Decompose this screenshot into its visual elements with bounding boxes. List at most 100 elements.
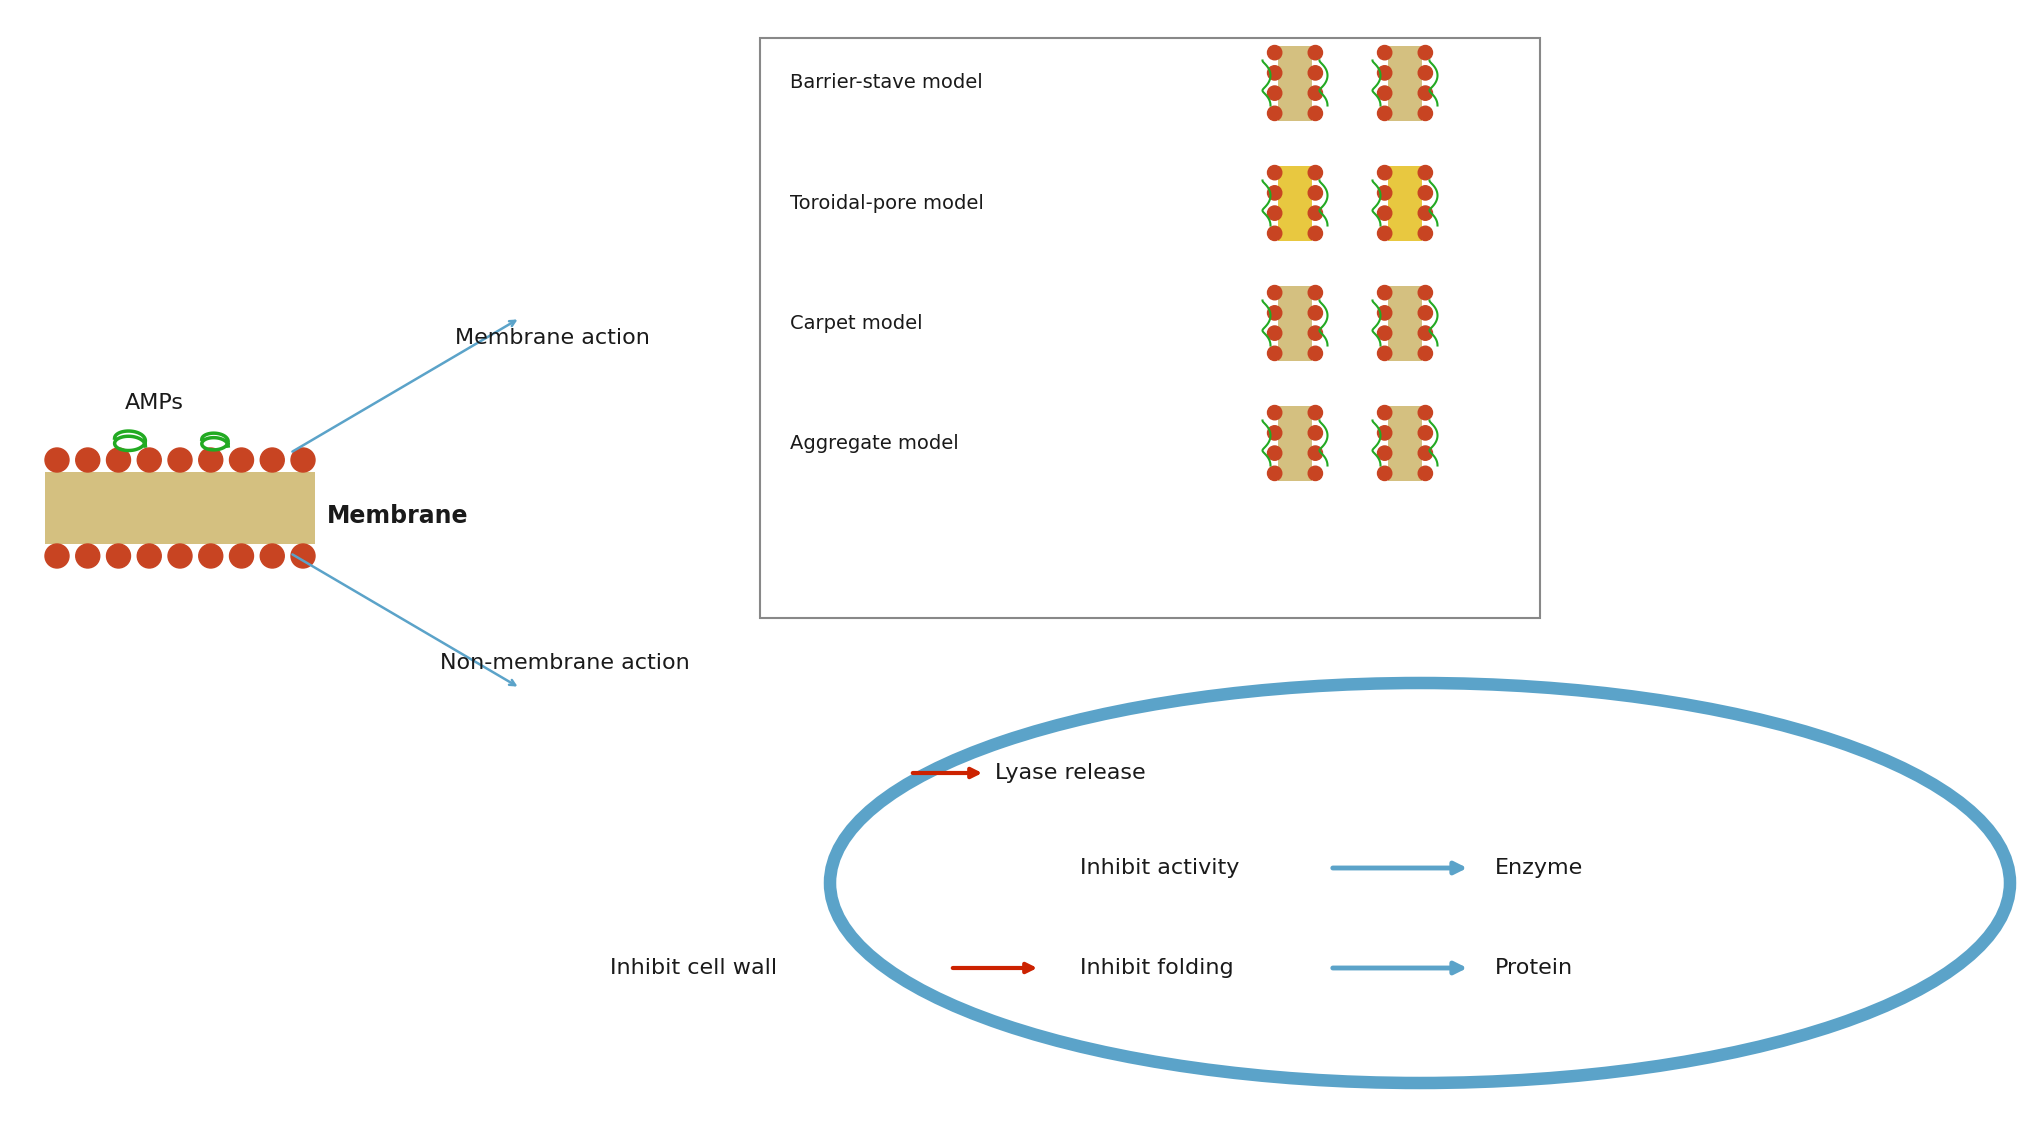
Circle shape — [1309, 346, 1323, 361]
FancyBboxPatch shape — [1278, 46, 1313, 121]
Circle shape — [1378, 426, 1392, 440]
Circle shape — [1268, 426, 1282, 440]
Circle shape — [1309, 106, 1323, 121]
Circle shape — [1268, 206, 1282, 221]
Text: Inhibit cell wall: Inhibit cell wall — [610, 958, 776, 978]
Circle shape — [1309, 86, 1323, 100]
Circle shape — [169, 448, 191, 472]
Circle shape — [1378, 325, 1392, 340]
Circle shape — [1268, 185, 1282, 200]
Text: AMPs: AMPs — [126, 393, 185, 413]
Circle shape — [1268, 226, 1282, 240]
Circle shape — [1378, 66, 1392, 80]
Circle shape — [1309, 405, 1323, 420]
Circle shape — [1378, 286, 1392, 299]
Circle shape — [1309, 467, 1323, 480]
Circle shape — [1418, 467, 1433, 480]
Text: Membrane: Membrane — [327, 504, 469, 528]
Circle shape — [1268, 46, 1282, 60]
Circle shape — [45, 448, 69, 472]
Text: Inhibit folding: Inhibit folding — [1079, 958, 1233, 978]
Circle shape — [1378, 306, 1392, 320]
Circle shape — [1418, 325, 1433, 340]
Circle shape — [1378, 206, 1392, 221]
Circle shape — [45, 544, 69, 568]
Circle shape — [1378, 106, 1392, 121]
Circle shape — [1378, 185, 1392, 200]
FancyBboxPatch shape — [1278, 165, 1313, 240]
Circle shape — [1418, 306, 1433, 320]
Circle shape — [1268, 306, 1282, 320]
Circle shape — [230, 448, 254, 472]
Circle shape — [1418, 86, 1433, 100]
Text: Non-membrane action: Non-membrane action — [441, 653, 689, 673]
Circle shape — [1378, 226, 1392, 240]
Circle shape — [199, 448, 224, 472]
FancyBboxPatch shape — [1388, 286, 1422, 361]
Circle shape — [1268, 86, 1282, 100]
Circle shape — [230, 544, 254, 568]
Circle shape — [1378, 46, 1392, 60]
Text: Protein: Protein — [1496, 958, 1573, 978]
Circle shape — [1309, 206, 1323, 221]
FancyBboxPatch shape — [1388, 46, 1422, 121]
Text: Aggregate model: Aggregate model — [790, 434, 959, 453]
Circle shape — [106, 448, 130, 472]
Text: Inhibit activity: Inhibit activity — [1079, 858, 1240, 879]
Circle shape — [1418, 185, 1433, 200]
Circle shape — [1309, 66, 1323, 80]
FancyBboxPatch shape — [1278, 286, 1313, 361]
Circle shape — [260, 448, 284, 472]
Text: Enzyme: Enzyme — [1496, 858, 1583, 879]
Text: Membrane action: Membrane action — [455, 328, 650, 348]
Circle shape — [1378, 405, 1392, 420]
Circle shape — [1309, 446, 1323, 460]
FancyBboxPatch shape — [1388, 165, 1422, 240]
FancyBboxPatch shape — [45, 472, 315, 544]
Circle shape — [260, 544, 284, 568]
Circle shape — [138, 448, 161, 472]
Circle shape — [1268, 467, 1282, 480]
Circle shape — [1378, 446, 1392, 460]
Circle shape — [1268, 106, 1282, 121]
Text: Lyase release: Lyase release — [996, 762, 1146, 783]
Circle shape — [1378, 86, 1392, 100]
Text: Barrier-stave model: Barrier-stave model — [790, 74, 983, 92]
FancyBboxPatch shape — [1388, 405, 1422, 480]
Circle shape — [1268, 446, 1282, 460]
Circle shape — [1309, 185, 1323, 200]
Circle shape — [1309, 325, 1323, 340]
Circle shape — [1418, 446, 1433, 460]
Circle shape — [1309, 226, 1323, 240]
Circle shape — [1309, 426, 1323, 440]
Circle shape — [1268, 346, 1282, 361]
Circle shape — [291, 448, 315, 472]
Circle shape — [1309, 165, 1323, 180]
Circle shape — [75, 448, 100, 472]
FancyBboxPatch shape — [760, 38, 1540, 618]
Circle shape — [1418, 405, 1433, 420]
Circle shape — [1378, 346, 1392, 361]
Circle shape — [199, 544, 224, 568]
Circle shape — [1268, 325, 1282, 340]
Circle shape — [1268, 165, 1282, 180]
Circle shape — [106, 544, 130, 568]
Circle shape — [1268, 286, 1282, 299]
Circle shape — [1418, 66, 1433, 80]
Circle shape — [1268, 66, 1282, 80]
Circle shape — [1418, 426, 1433, 440]
Circle shape — [138, 544, 161, 568]
Circle shape — [1378, 467, 1392, 480]
Circle shape — [1309, 286, 1323, 299]
Circle shape — [1268, 405, 1282, 420]
Circle shape — [1309, 306, 1323, 320]
Circle shape — [291, 544, 315, 568]
Circle shape — [1418, 46, 1433, 60]
Circle shape — [1418, 226, 1433, 240]
Circle shape — [1418, 286, 1433, 299]
Circle shape — [75, 544, 100, 568]
Text: Carpet model: Carpet model — [790, 313, 923, 332]
Circle shape — [1418, 106, 1433, 121]
Circle shape — [1378, 165, 1392, 180]
Circle shape — [1418, 346, 1433, 361]
